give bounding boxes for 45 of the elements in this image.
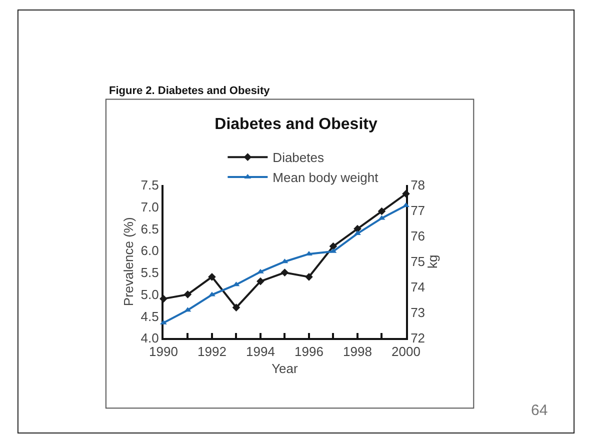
x-tick-label: 1990 bbox=[149, 344, 178, 359]
x-tick-label: 1998 bbox=[343, 344, 372, 359]
legend-label: Diabetes bbox=[272, 150, 324, 166]
x-tick-label: 1996 bbox=[294, 344, 324, 359]
y-tick-label: 5.0 bbox=[140, 286, 159, 302]
x-tick-label: 1992 bbox=[198, 344, 226, 359]
caption: Figure 2. Diabetes and Obesity bbox=[109, 85, 271, 97]
point bbox=[257, 268, 264, 274]
y2-axis-title: kg bbox=[425, 254, 440, 268]
y-tick-label: 4.5 bbox=[140, 308, 159, 324]
point bbox=[256, 277, 264, 286]
point bbox=[160, 294, 168, 303]
y2-tick-label: 73 bbox=[410, 305, 426, 320]
point bbox=[306, 250, 312, 256]
point bbox=[354, 224, 362, 233]
y-axis-title: Prevalence (%) bbox=[121, 217, 136, 306]
y-tick-label: 5.5 bbox=[140, 265, 159, 280]
point bbox=[232, 304, 240, 312]
y-tick-label: 7.0 bbox=[140, 199, 159, 214]
point bbox=[402, 190, 410, 198]
x-tick-label: 2000 bbox=[392, 344, 420, 359]
point bbox=[354, 230, 361, 236]
legend-label: Mean body weight bbox=[272, 170, 379, 186]
y2-tick-label: 77 bbox=[410, 203, 426, 218]
point bbox=[208, 292, 216, 296]
y2-tick-label: 75 bbox=[410, 254, 426, 270]
point bbox=[160, 320, 167, 324]
x-tick-label: 1994 bbox=[246, 344, 275, 359]
text: 64 bbox=[531, 402, 548, 419]
y-tick-label: 6.0 bbox=[140, 243, 159, 258]
x-axis-title: Year bbox=[272, 360, 299, 376]
y2-tick-label: 74 bbox=[410, 280, 426, 295]
point bbox=[280, 268, 289, 276]
point bbox=[378, 207, 386, 216]
y2-tick-label: 78 bbox=[410, 178, 426, 193]
y-tick-label: 4.0 bbox=[140, 330, 159, 346]
chart-title: Diabetes and Obesity bbox=[214, 116, 378, 133]
point bbox=[184, 290, 192, 298]
y-tick-label: 7.5 bbox=[140, 178, 159, 193]
y2-tick-label: 76 bbox=[410, 228, 426, 244]
point bbox=[305, 273, 313, 281]
y-tick-label: 6.5 bbox=[140, 221, 159, 236]
point bbox=[208, 273, 216, 281]
point bbox=[402, 202, 410, 207]
y2-tick-label: 72 bbox=[410, 330, 426, 346]
